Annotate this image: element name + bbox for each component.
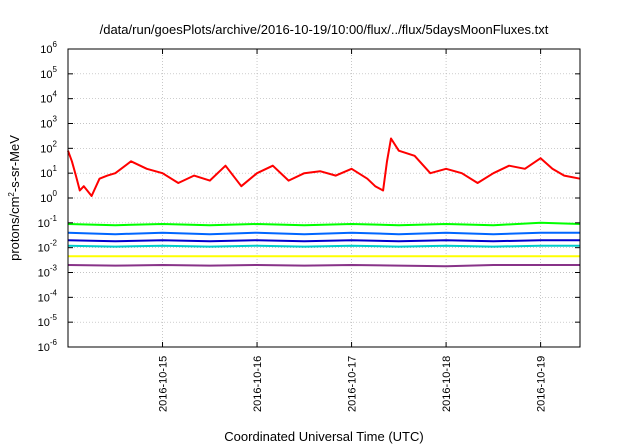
y-tick-label: 103: [40, 115, 57, 131]
y-tick-exponent: 4: [53, 90, 58, 99]
x-tick-label: 2016-10-15: [158, 356, 170, 412]
x-axis-label: Coordinated Universal Time (UTC): [224, 429, 423, 444]
series-group: [67, 137, 581, 268]
y-tick-base: 10: [40, 69, 52, 81]
y-tick-base: 10: [40, 44, 52, 56]
x-tick-label: 2016-10-19: [536, 356, 548, 412]
y-tick-label: 10-5: [38, 313, 58, 329]
y-axis-label-main: protons/cm: [7, 197, 22, 261]
y-axis-label-tail: -s-sr-MeV: [7, 135, 22, 192]
x-tick-label: 2016-10-18: [441, 356, 453, 412]
y-tick-label: 100: [40, 189, 57, 205]
y-tick-label: 10-4: [38, 288, 58, 304]
series-line-1: [67, 137, 581, 197]
y-tick-label: 104: [40, 90, 57, 106]
y-tick-base: 10: [40, 193, 52, 205]
series-line-5: [67, 244, 580, 248]
y-tick-base: 10: [38, 292, 50, 304]
y-tick-label: 10-3: [38, 264, 58, 280]
y-tick-base: 10: [38, 268, 50, 280]
y-tick-exponent: -6: [50, 338, 58, 347]
y-tick-exponent: -3: [50, 264, 58, 273]
y-tick-label: 101: [40, 164, 57, 180]
series-line-3: [67, 231, 580, 236]
y-tick-exponent: 1: [53, 164, 58, 173]
y-tick-exponent: 2: [53, 139, 58, 148]
y-tick-base: 10: [38, 218, 50, 230]
series-line-4: [67, 239, 580, 243]
y-tick-exponent: -2: [50, 239, 58, 248]
x-axis: 2016-10-15 2016-10-16 2016-10-17 2016-10-18…: [158, 49, 548, 412]
y-tick-label: 10-2: [38, 239, 58, 255]
y-tick-base: 10: [38, 317, 50, 329]
y-tick-label: 10-1: [38, 214, 58, 230]
y-tick-exponent: 5: [53, 65, 58, 74]
y-tick-label: 102: [40, 139, 57, 155]
y-tick-exponent: 3: [53, 115, 58, 124]
x-tick-label: 2016-10-16: [252, 356, 264, 412]
series-line-7: [67, 264, 580, 268]
y-axis: 10-610-510-410-310-210-11001011021031041…: [38, 40, 580, 354]
grid-lines: [68, 48, 580, 348]
y-tick-exponent: -1: [50, 214, 58, 223]
x-tick-label: 2016-10-17: [347, 356, 359, 412]
y-tick-base: 10: [38, 243, 50, 255]
y-tick-label: 106: [40, 40, 57, 56]
chart-title: /data/run/goesPlots/archive/2016-10-19/1…: [100, 22, 549, 37]
y-tick-base: 10: [38, 342, 50, 354]
y-tick-base: 10: [40, 94, 52, 106]
y-tick-label: 105: [40, 65, 57, 81]
y-tick-base: 10: [40, 168, 52, 180]
y-tick-exponent: 0: [53, 189, 58, 198]
y-axis-label-superscript: 2: [7, 192, 16, 197]
series-line-2: [67, 221, 581, 227]
y-tick-base: 10: [40, 143, 52, 155]
y-axis-label: protons/cm2-s-sr-MeV: [7, 135, 22, 261]
y-tick-base: 10: [40, 119, 52, 131]
y-tick-exponent: -5: [50, 313, 58, 322]
y-tick-label: 10-6: [38, 338, 58, 354]
y-tick-exponent: 6: [53, 40, 58, 49]
y-tick-exponent: -4: [50, 288, 58, 297]
